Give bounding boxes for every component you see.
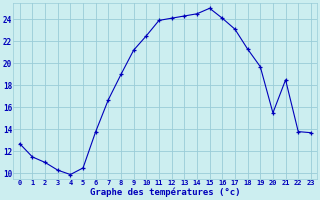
X-axis label: Graphe des températures (°c): Graphe des températures (°c) [90, 188, 241, 197]
